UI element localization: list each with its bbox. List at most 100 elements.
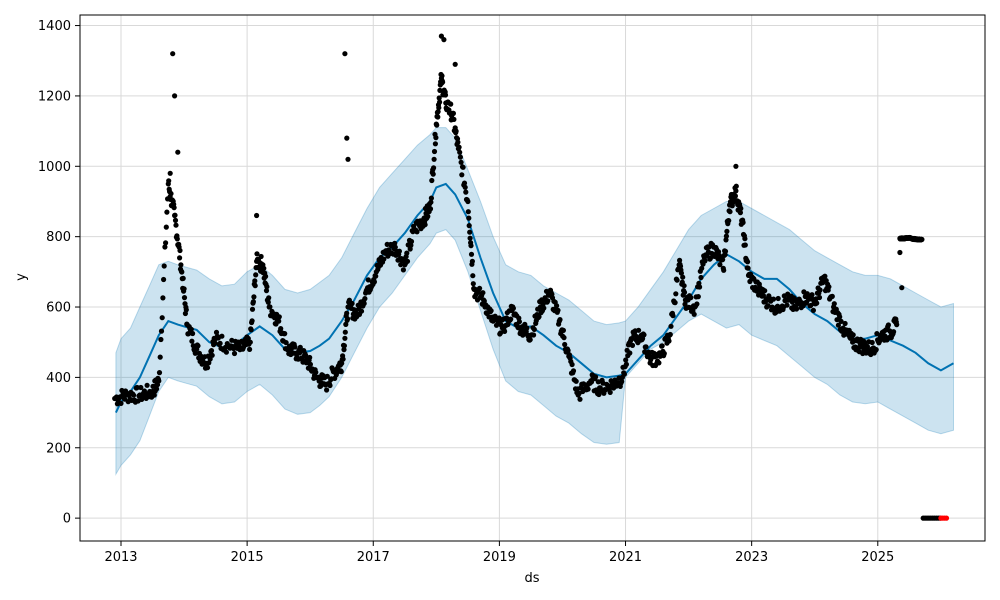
observed-point	[816, 294, 823, 301]
outlier-point	[899, 285, 905, 291]
observed-point	[919, 236, 925, 243]
observed-point	[793, 306, 800, 312]
observed-point	[254, 251, 260, 257]
observed-point	[209, 352, 215, 358]
observed-point	[189, 338, 195, 344]
observed-point	[437, 87, 443, 93]
observed-point	[429, 177, 435, 184]
x-tick-label: 2019	[483, 550, 516, 565]
observed-point	[258, 253, 264, 260]
observed-point	[721, 267, 727, 273]
observed-point	[172, 212, 178, 218]
observed-point	[160, 295, 166, 301]
observed-point	[434, 122, 440, 128]
observed-point	[173, 222, 179, 228]
observed-point	[869, 339, 875, 346]
observed-point	[157, 354, 163, 360]
observed-point	[365, 277, 371, 283]
observed-point	[565, 347, 571, 354]
observed-point	[251, 294, 257, 300]
observed-point	[661, 350, 667, 357]
observed-point	[276, 314, 282, 320]
observed-point	[178, 262, 184, 268]
observed-point	[428, 199, 434, 205]
observed-point	[691, 311, 697, 317]
observed-point	[681, 283, 687, 289]
observed-point	[835, 322, 842, 328]
observed-point	[163, 240, 169, 246]
observed-point	[468, 251, 475, 257]
observed-point	[436, 105, 442, 111]
observed-point	[738, 205, 744, 212]
observed-point	[448, 101, 454, 107]
observed-point	[253, 272, 259, 278]
observed-point	[682, 301, 688, 307]
observed-point	[480, 290, 486, 296]
observed-point	[131, 392, 137, 398]
observed-point	[435, 109, 441, 115]
outlier-point	[452, 61, 458, 67]
observed-point	[177, 247, 183, 254]
observed-point	[722, 248, 729, 254]
observed-point	[817, 287, 823, 293]
observed-point	[623, 361, 630, 367]
observed-point	[698, 274, 704, 281]
y-tick-label: 400	[46, 371, 71, 386]
observed-point	[707, 255, 714, 261]
observed-point	[164, 209, 170, 215]
outlier-point	[733, 163, 739, 169]
observed-point	[437, 99, 443, 105]
observed-point	[560, 327, 567, 333]
observed-point	[629, 342, 636, 348]
observed-point	[720, 257, 726, 263]
observed-point	[531, 332, 537, 338]
observed-point	[250, 299, 256, 305]
observed-point	[666, 338, 672, 344]
observed-point	[188, 326, 194, 332]
observed-point	[345, 316, 351, 322]
observed-point	[745, 265, 751, 271]
observed-point	[195, 343, 201, 349]
observed-point	[467, 229, 473, 235]
observed-point	[724, 228, 730, 234]
observed-point	[850, 332, 856, 338]
observed-point	[747, 278, 753, 285]
observed-point	[435, 114, 441, 120]
observed-point	[425, 213, 431, 219]
axes-layer: 2013 2015 2017 2019 2021 2023 2025 0 200 400 600 80…	[38, 14, 986, 565]
observed-point	[313, 369, 319, 375]
observed-point	[223, 349, 229, 355]
observed-point	[477, 285, 483, 291]
observed-point	[138, 384, 144, 391]
observed-point	[826, 284, 832, 290]
observed-point	[573, 378, 579, 384]
x-tick-label: 2021	[609, 550, 642, 565]
observed-point	[541, 305, 547, 311]
observed-point	[414, 229, 420, 235]
observed-point	[470, 281, 476, 287]
observed-point	[842, 320, 848, 327]
observed-point	[681, 289, 688, 295]
observed-point	[180, 275, 186, 281]
observed-point	[181, 295, 188, 301]
observed-point	[433, 135, 439, 141]
observed-point	[404, 258, 411, 264]
x-tick-label: 2017	[357, 550, 390, 565]
observed-point	[432, 141, 438, 147]
observed-point	[784, 302, 790, 308]
observed-point	[723, 237, 729, 243]
observed-point	[297, 344, 303, 350]
observed-point	[885, 322, 892, 328]
observed-point	[263, 288, 270, 294]
observed-point	[699, 265, 705, 271]
observed-point	[621, 371, 628, 377]
observed-point	[667, 331, 673, 338]
observed-point	[765, 303, 771, 309]
observed-point	[159, 315, 165, 321]
observed-point	[737, 210, 744, 216]
observed-point	[343, 321, 349, 327]
observed-point	[396, 248, 402, 254]
observed-point	[118, 400, 124, 406]
observed-point	[249, 306, 256, 312]
